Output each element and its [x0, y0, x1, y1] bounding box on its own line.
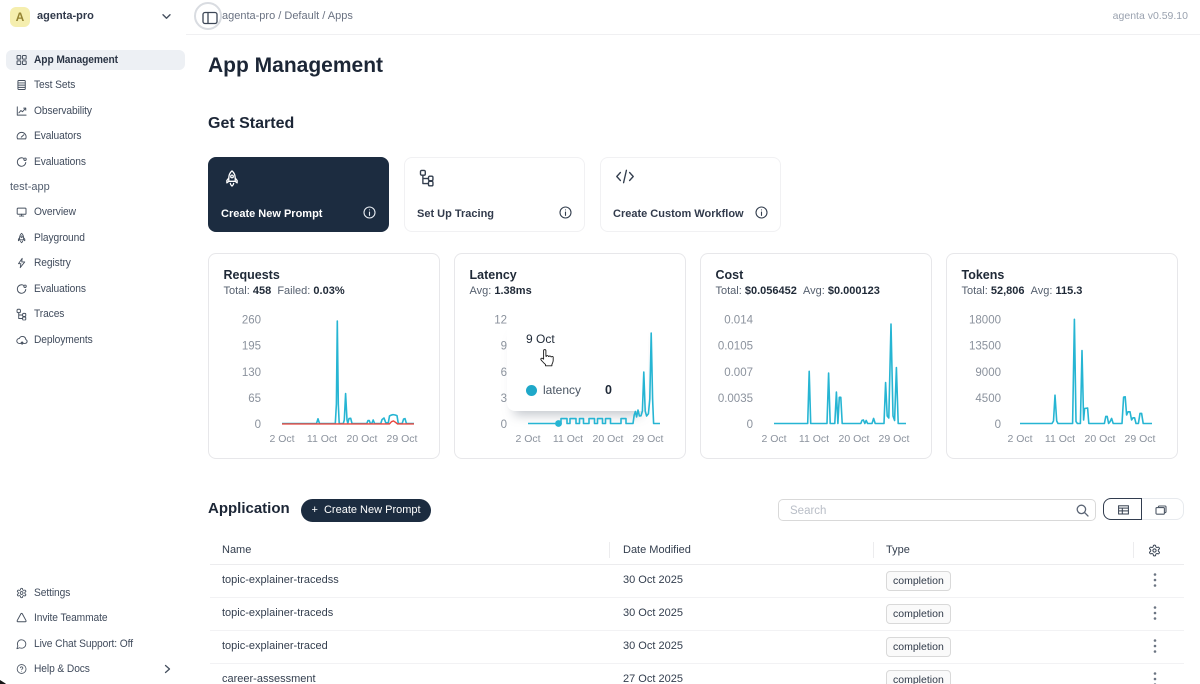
svg-text:29 Oct: 29 Oct [633, 433, 664, 445]
svg-text:29 Oct: 29 Oct [387, 433, 418, 445]
svg-text:20 Oct: 20 Oct [593, 433, 624, 445]
svg-text:0.0035: 0.0035 [718, 393, 753, 405]
svg-text:0: 0 [501, 419, 507, 431]
svg-text:9000: 9000 [975, 367, 1001, 379]
svg-text:11 Oct: 11 Oct [553, 433, 583, 445]
svg-text:260: 260 [242, 314, 261, 326]
svg-text:2 Oct: 2 Oct [515, 433, 540, 445]
svg-text:65: 65 [248, 393, 261, 405]
svg-text:2 Oct: 2 Oct [1007, 433, 1032, 445]
svg-text:11 Oct: 11 Oct [799, 433, 829, 445]
svg-text:0.014: 0.014 [724, 314, 753, 326]
svg-text:4500: 4500 [975, 393, 1001, 405]
svg-text:3: 3 [501, 393, 507, 405]
svg-text:12: 12 [494, 314, 507, 326]
svg-text:29 Oct: 29 Oct [1125, 433, 1156, 445]
svg-text:130: 130 [242, 367, 261, 379]
svg-text:11 Oct: 11 Oct [307, 433, 337, 445]
svg-text:6: 6 [501, 367, 507, 379]
svg-text:20 Oct: 20 Oct [347, 433, 378, 445]
svg-text:0.0105: 0.0105 [718, 341, 753, 353]
svg-text:20 Oct: 20 Oct [1085, 433, 1116, 445]
svg-text:195: 195 [242, 341, 261, 353]
svg-text:0: 0 [747, 419, 753, 431]
svg-text:2 Oct: 2 Oct [761, 433, 786, 445]
svg-text:9: 9 [501, 341, 507, 353]
svg-text:13500: 13500 [969, 341, 1001, 353]
svg-text:11 Oct: 11 Oct [1045, 433, 1075, 445]
svg-text:20 Oct: 20 Oct [839, 433, 870, 445]
svg-text:2 Oct: 2 Oct [269, 433, 294, 445]
svg-text:0: 0 [995, 419, 1001, 431]
svg-text:0: 0 [255, 419, 261, 431]
svg-text:29 Oct: 29 Oct [879, 433, 910, 445]
svg-text:18000: 18000 [969, 314, 1001, 326]
svg-text:0.007: 0.007 [724, 367, 753, 379]
